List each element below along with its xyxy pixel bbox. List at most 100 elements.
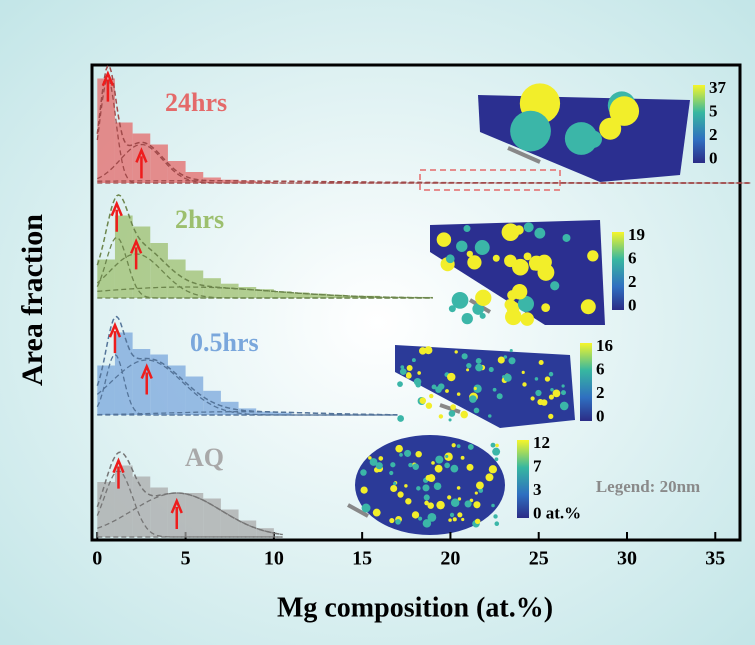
apt-feature	[473, 501, 481, 509]
apt-feature	[538, 359, 544, 366]
apt-feature	[496, 393, 503, 400]
apt-feature	[530, 263, 538, 271]
apt-feature	[493, 514, 498, 519]
highlight-box	[419, 169, 561, 191]
apt-feature	[397, 415, 405, 422]
apt-feature	[461, 312, 473, 325]
apt-feature	[451, 443, 456, 448]
apt-feature	[559, 401, 569, 411]
apt-feature	[393, 481, 397, 486]
apt-feature	[474, 518, 481, 525]
colorbar-tick-label: 19	[628, 225, 645, 244]
histogram-bar	[185, 172, 204, 183]
apt-volume	[355, 435, 505, 535]
apt-feature	[418, 347, 427, 355]
apt-feature	[491, 503, 495, 508]
series-label: 2hrs	[175, 205, 224, 234]
apt-feature	[548, 394, 554, 400]
apt-feature	[508, 357, 516, 365]
apt-feature	[505, 308, 522, 326]
apt-feature	[431, 461, 435, 465]
apt-feature	[464, 500, 472, 508]
apt-feature	[417, 371, 421, 375]
apt-feature	[425, 474, 432, 481]
histogram-bar	[150, 144, 168, 183]
peak-arrow	[110, 200, 123, 232]
apt-feature	[450, 404, 456, 411]
apt-feature	[536, 254, 552, 270]
apt-feature	[433, 482, 442, 491]
colorbar-tick-label: 0	[709, 148, 718, 167]
colorbar	[612, 232, 624, 310]
peak-arrow	[108, 321, 122, 354]
apt-feature	[587, 250, 599, 262]
apt-feature	[405, 498, 412, 505]
apt-feature	[360, 486, 368, 494]
apt-feature	[456, 444, 461, 449]
apt-feature	[494, 457, 499, 462]
apt-feature	[389, 518, 395, 524]
scale-legend: Legend: 20nm	[596, 477, 700, 496]
apt-feature	[488, 366, 494, 373]
apt-feature	[361, 503, 371, 513]
apt-feature	[457, 512, 463, 518]
peak-arrow	[135, 147, 148, 179]
histogram-bar	[326, 294, 345, 298]
apt-feature	[472, 303, 485, 315]
apt-feature	[497, 356, 505, 364]
apt-feature	[475, 358, 482, 364]
histogram-bar	[150, 487, 168, 537]
apt-feature	[408, 462, 413, 468]
apt-feature	[406, 364, 413, 371]
apt-feature	[548, 371, 554, 377]
colorbar-tick-label: 6	[628, 248, 637, 267]
apt-feature	[444, 452, 453, 461]
histogram-bar	[203, 390, 221, 415]
histogram-bar	[238, 287, 257, 298]
apt-feature	[460, 410, 468, 419]
apt-feature	[404, 484, 408, 488]
apt-feature	[475, 289, 492, 306]
histogram-bar	[132, 476, 151, 537]
apt-feature	[413, 377, 422, 386]
fit-envelope	[96, 451, 283, 536]
apt-feature	[449, 512, 455, 518]
apt-feature	[397, 381, 403, 387]
apt-feature	[466, 362, 472, 369]
apt-feature	[422, 519, 432, 528]
apt-feature	[511, 284, 528, 300]
histogram-bar	[114, 332, 133, 415]
series-label: AQ	[185, 443, 224, 472]
apt-feature	[422, 484, 430, 492]
apt-feature	[521, 370, 525, 374]
apt-feature	[390, 484, 398, 493]
apt-feature	[580, 299, 596, 315]
apt-feature	[469, 498, 474, 503]
apt-feature	[431, 384, 437, 390]
histogram-bar	[97, 259, 115, 298]
apt-feature	[456, 486, 461, 490]
apt-feature	[599, 117, 622, 140]
apt-feature	[360, 469, 367, 476]
apt-feature	[485, 473, 494, 482]
apt-feature	[509, 348, 513, 353]
apt-feature	[434, 464, 443, 473]
apt-feature	[564, 122, 598, 155]
apt-feature	[399, 368, 407, 376]
apt-feature	[460, 455, 465, 460]
apt-feature	[488, 414, 492, 418]
apt-feature	[395, 519, 401, 525]
apt-feature	[368, 456, 372, 460]
apt-feature	[503, 373, 512, 382]
apt-feature	[492, 254, 500, 262]
apt-feature	[560, 390, 566, 396]
apt-feature	[424, 346, 433, 355]
series-label: 0.5hrs	[190, 328, 259, 357]
apt-feature	[427, 512, 437, 522]
histogram-bar	[256, 528, 274, 537]
apt-feature	[492, 447, 501, 456]
apt-feature	[436, 232, 452, 247]
apt-feature	[448, 410, 456, 417]
apt-feature	[419, 397, 427, 404]
histogram-bar	[185, 270, 204, 298]
